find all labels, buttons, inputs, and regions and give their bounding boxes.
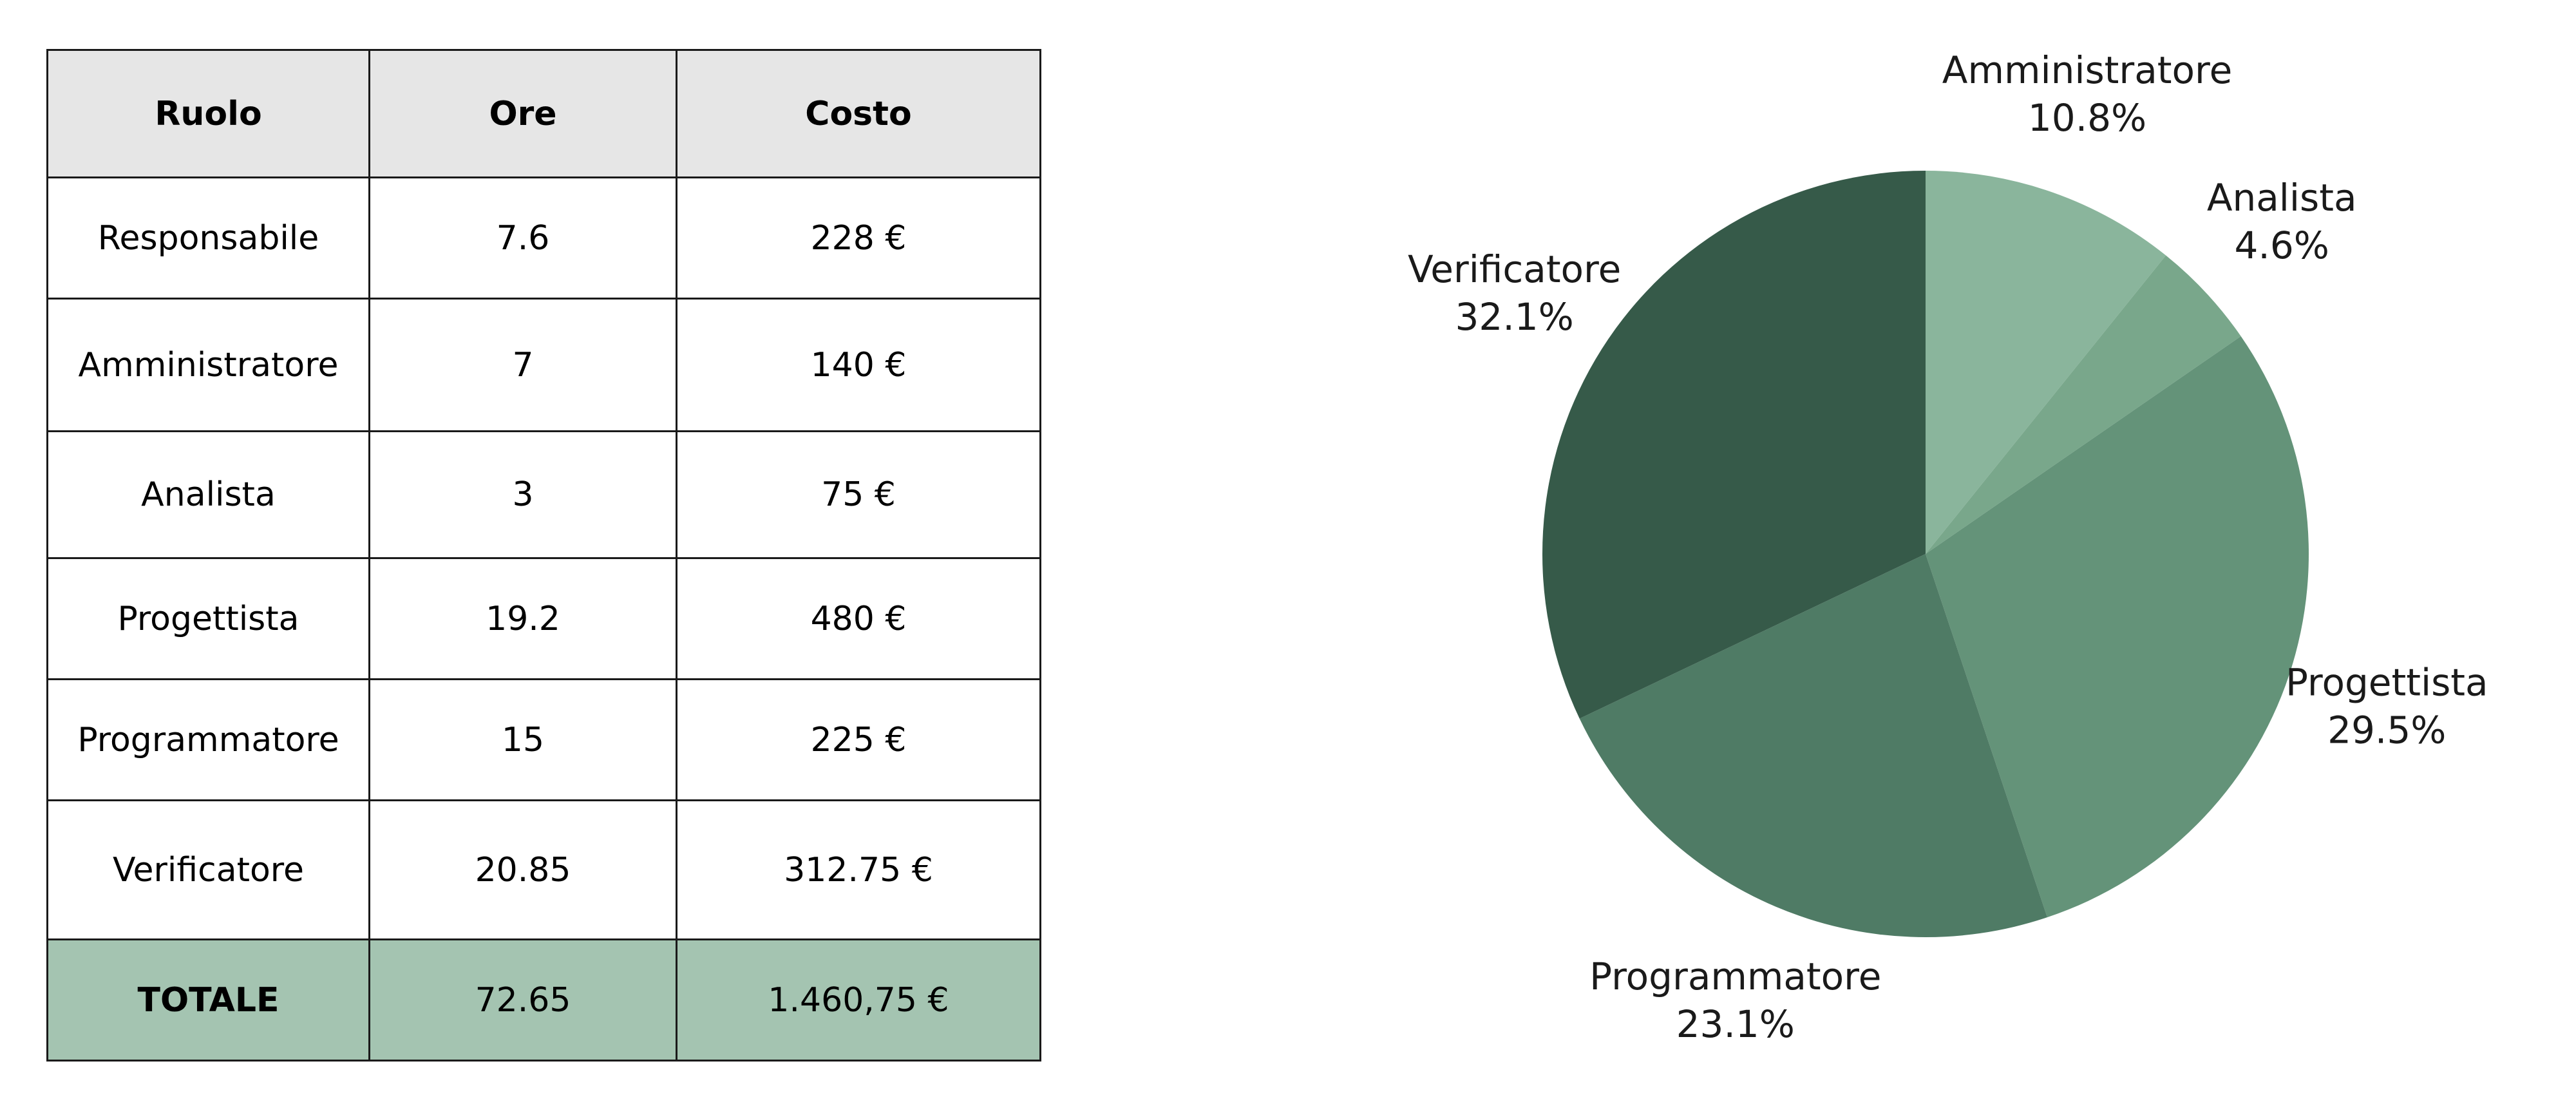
table-row: Responsabile 7.6 228 €	[46, 176, 1041, 300]
header-costo: Costo	[676, 49, 1041, 178]
cost-table: Ruolo Ore Costo Responsabile 7.6 228 € A…	[46, 49, 1041, 1062]
cell-cost: 225 €	[676, 678, 1041, 801]
total-row: TOTALE 72.65 1.460,75 €	[46, 938, 1041, 1062]
slice-label-analista: Analista	[2207, 176, 2357, 220]
cell-cost: 480 €	[676, 557, 1041, 680]
slice-percent-verificatore: 32.1%	[1455, 295, 1574, 339]
cell-hours: 7.6	[368, 176, 677, 300]
total-label: TOTALE	[46, 938, 370, 1062]
cell-role: Verificatore	[46, 799, 370, 940]
slice-percent-analista: 4.6%	[2235, 224, 2329, 267]
cell-hours: 19.2	[368, 557, 677, 680]
table-row: Programmatore 15 225 €	[46, 678, 1041, 801]
cell-hours: 7	[368, 298, 677, 432]
cell-cost: 75 €	[676, 430, 1041, 559]
pie-slice-amministratore	[1926, 171, 2166, 554]
slice-percent-amministratore: 10.8%	[2028, 96, 2146, 140]
cell-cost: 312.75 €	[676, 799, 1041, 940]
cell-role: Progettista	[46, 557, 370, 680]
cell-role: Amministratore	[46, 298, 370, 432]
table-row: Progettista 19.2 480 €	[46, 557, 1041, 680]
pie-slice-verificatore	[1542, 171, 1926, 719]
cell-hours: 3	[368, 430, 677, 559]
total-cost: 1.460,75 €	[676, 938, 1041, 1062]
slice-percent-programmatore: 23.1%	[1676, 1002, 1795, 1046]
cell-role: Programmatore	[46, 678, 370, 801]
slice-label-programmatore: Programmatore	[1589, 955, 1881, 998]
cell-hours: 15	[368, 678, 677, 801]
pie-slice-analista	[1926, 255, 2241, 554]
cell-role: Analista	[46, 430, 370, 559]
slice-percent-progettista: 29.5%	[2327, 709, 2446, 752]
header-ruolo: Ruolo	[46, 49, 370, 178]
table-row: Analista 3 75 €	[46, 430, 1041, 559]
header-ore: Ore	[368, 49, 677, 178]
total-hours: 72.65	[368, 938, 677, 1062]
table-header-row: Ruolo Ore Costo	[46, 49, 1041, 178]
pie-slice-programmatore	[1579, 554, 2048, 937]
table-row: Verificatore 20.85 312.75 €	[46, 799, 1041, 940]
cell-hours: 20.85	[368, 799, 677, 940]
slice-label-amministratore: Amministratore	[1942, 48, 2233, 92]
pie-slice-progettista	[1926, 336, 2309, 918]
slice-label-progettista: Progettista	[2286, 661, 2488, 705]
cell-role: Responsabile	[46, 176, 370, 300]
cell-cost: 228 €	[676, 176, 1041, 300]
slice-label-verificatore: Verificatore	[1408, 247, 1621, 291]
table-row: Amministratore 7 140 €	[46, 298, 1041, 432]
cell-cost: 140 €	[676, 298, 1041, 432]
